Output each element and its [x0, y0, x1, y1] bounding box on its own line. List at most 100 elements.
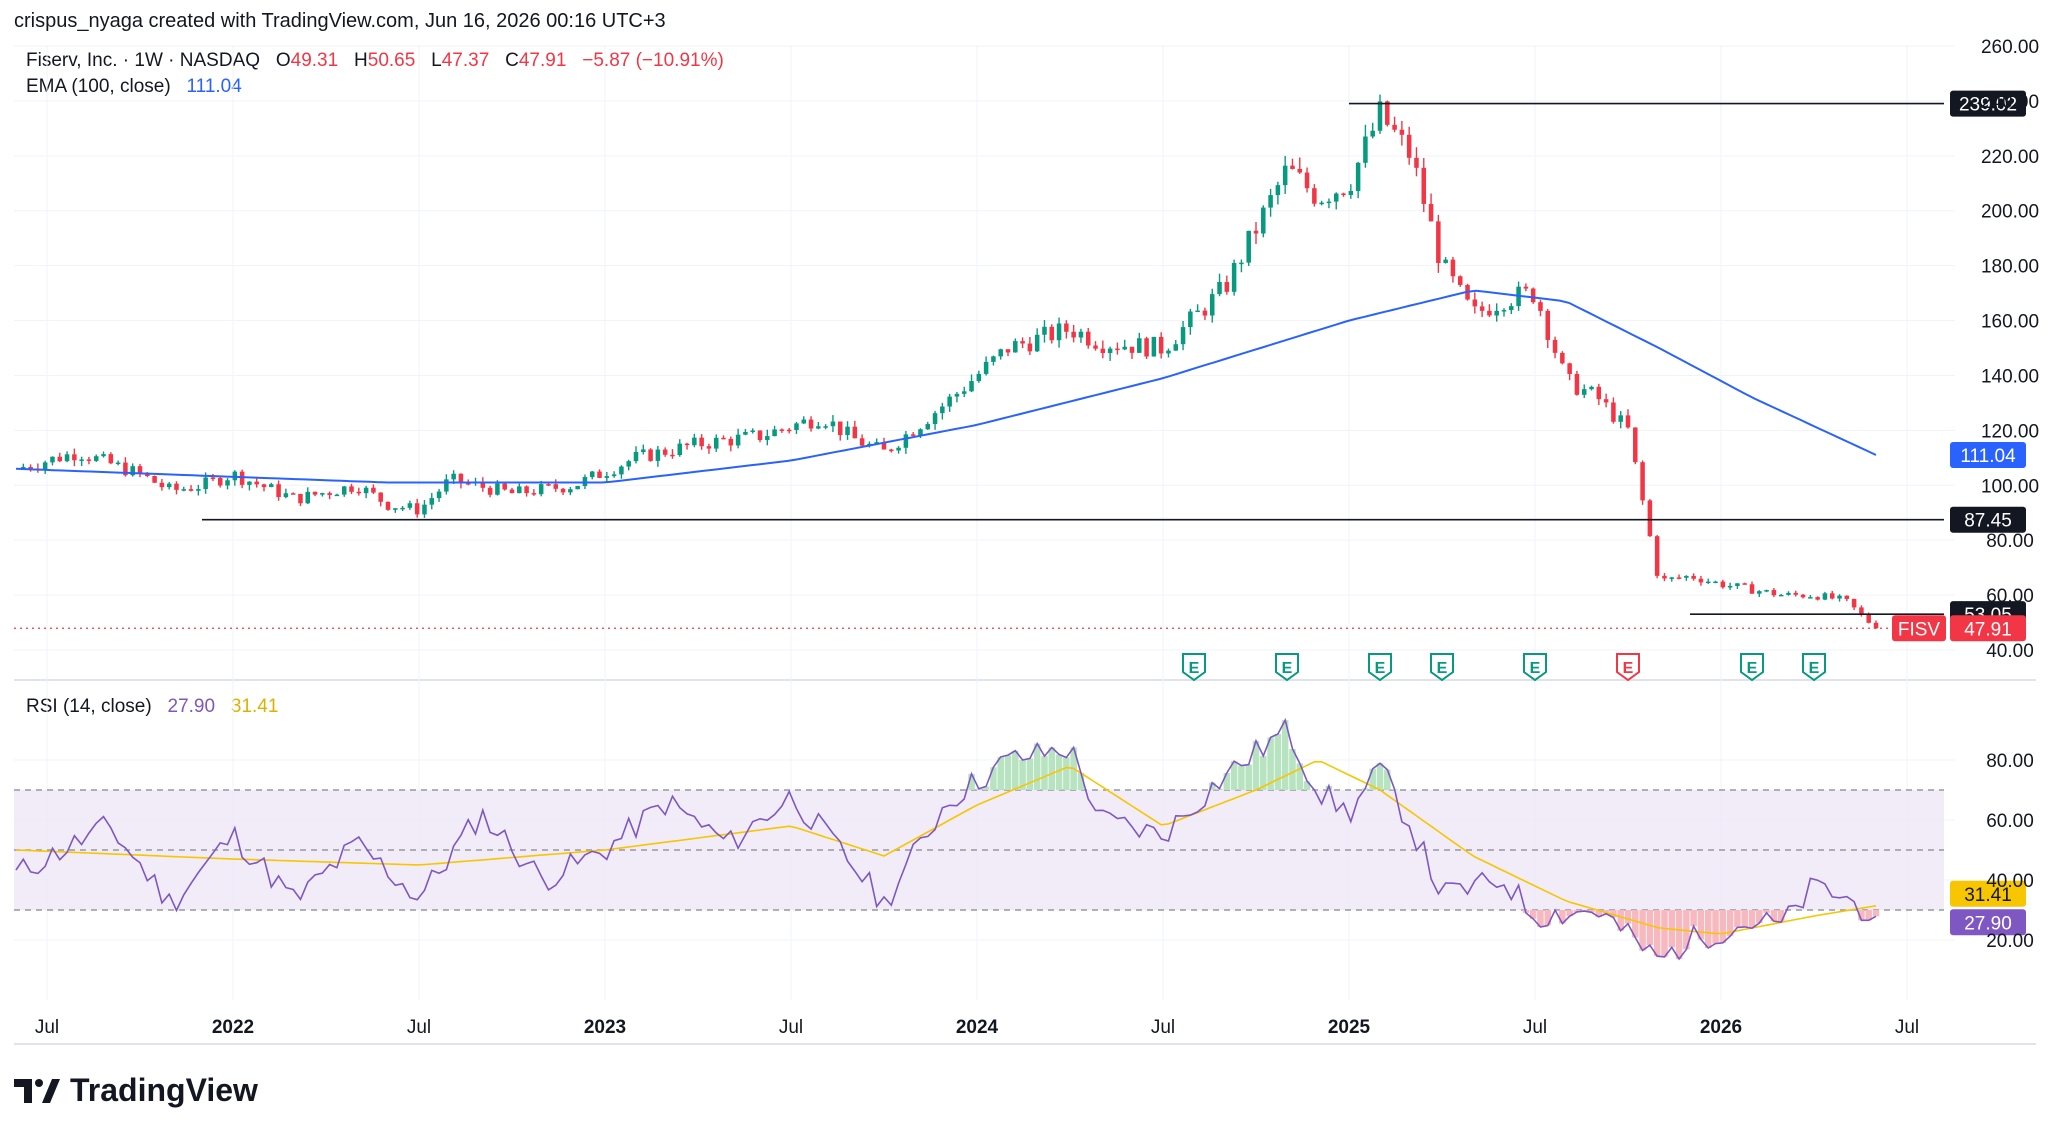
candle-body	[1800, 594, 1806, 598]
candle-body	[794, 423, 799, 430]
close-label: C	[505, 50, 519, 71]
candle-body	[961, 391, 967, 394]
rsi-legend[interactable]: RSI (14, close) 27.90 31.41	[26, 696, 278, 718]
price-tick-label: 140.00	[1981, 366, 2039, 387]
candle-body	[568, 489, 573, 493]
rsi-tick-label: 40.00	[1986, 871, 2034, 892]
chart-credit: crispus_nyaga created with TradingView.c…	[14, 10, 666, 32]
candle-body	[334, 494, 340, 497]
ema-legend[interactable]: EMA (100, close) 111.04	[26, 76, 242, 98]
earnings-marker-shape	[1802, 653, 1826, 682]
rsi-value-label: 27.90	[1964, 913, 2012, 934]
horizontal-line-label-bg	[1950, 506, 2026, 533]
candle-body	[1333, 193, 1339, 202]
candle-body	[925, 424, 931, 430]
earnings-marker: E	[1616, 653, 1640, 682]
candle-body	[1180, 327, 1186, 345]
candle-body	[1151, 336, 1157, 357]
candle-body	[1202, 310, 1208, 316]
price-label-bg	[1950, 615, 2026, 642]
candle-body	[152, 476, 157, 483]
candle-body	[1166, 350, 1171, 354]
candle-body	[896, 447, 901, 451]
candle-body	[1676, 577, 1682, 579]
candle-body	[1341, 193, 1346, 195]
candle-body	[385, 501, 391, 510]
candle-body	[1457, 276, 1463, 285]
candle-body	[196, 489, 201, 491]
candle-body	[1443, 259, 1448, 263]
candle-body	[363, 487, 369, 494]
candle-body	[918, 429, 923, 436]
price-label: 111.04	[1960, 446, 2016, 467]
earnings-marker-label: E	[1375, 660, 1386, 677]
candle-body	[1129, 346, 1135, 353]
candle-body	[1530, 288, 1536, 303]
candle-body	[772, 429, 777, 437]
candle-body	[546, 484, 551, 486]
candle-body	[174, 483, 179, 490]
earnings-marker: E	[1182, 653, 1206, 682]
candle-body	[757, 430, 763, 441]
candle-body	[1005, 349, 1011, 353]
time-tick-label: Jul	[779, 1017, 803, 1038]
candle-body	[699, 437, 704, 447]
candle-body	[444, 479, 449, 492]
rsi-ma-path	[15, 761, 1877, 935]
candle-body	[1691, 575, 1696, 579]
candle-body	[108, 454, 114, 464]
earnings-marker-shape	[1616, 653, 1640, 682]
candle-body	[123, 462, 128, 476]
candle-body	[633, 451, 639, 462]
candle-body	[1844, 595, 1850, 599]
candle-body	[101, 454, 106, 457]
low-value: 47.37	[441, 50, 490, 71]
candle-body	[597, 471, 602, 478]
ema-label: EMA (100, close)	[26, 76, 171, 97]
candle-body	[1640, 462, 1645, 501]
candle-body	[480, 481, 486, 488]
time-tick-label: Jul	[35, 1017, 59, 1038]
candle-body	[655, 449, 661, 461]
candle-body	[1115, 348, 1120, 351]
rsi-tick-label: 80.00	[1986, 751, 2034, 772]
candle-body	[1647, 500, 1653, 537]
candle-body	[874, 442, 879, 444]
time-tick-label: 2025	[1328, 1017, 1371, 1038]
candle-body	[816, 426, 821, 429]
candle-body	[188, 489, 194, 491]
earnings-marker: E	[1523, 653, 1547, 682]
candle-body	[1253, 230, 1259, 234]
candle-body	[641, 449, 646, 452]
candle-body	[830, 421, 836, 427]
price-label-bg	[1950, 441, 2026, 468]
candle-body	[976, 373, 982, 382]
candle-body	[298, 493, 303, 504]
candle-body	[1042, 326, 1047, 335]
candle-body	[1742, 583, 1747, 585]
candle-body	[1771, 590, 1777, 596]
candle-body	[1509, 306, 1514, 311]
candle-body	[1479, 306, 1485, 311]
candle-body	[1188, 311, 1193, 328]
ema-value: 111.04	[186, 76, 242, 97]
candle-body	[181, 489, 187, 491]
candle-body	[451, 473, 456, 480]
time-tick-label: 2026	[1700, 1017, 1742, 1038]
horizontal-line-label: 239.02	[1959, 95, 2017, 116]
candle-body	[1698, 578, 1704, 583]
candle-body	[1523, 286, 1529, 289]
candle-body	[79, 459, 84, 461]
candle-body	[619, 466, 624, 475]
symbol-legend[interactable]: Fiserv, Inc. · 1W · NASDAQ O49.31 H50.65…	[26, 50, 724, 72]
candle-body	[1056, 323, 1062, 341]
candle-body	[378, 492, 383, 502]
candle-body	[21, 467, 26, 469]
candle-body	[1450, 259, 1456, 277]
rsi-lines: 31.41 27.90	[15, 717, 2026, 961]
candle-body	[1822, 593, 1828, 600]
candle-body	[393, 508, 398, 510]
